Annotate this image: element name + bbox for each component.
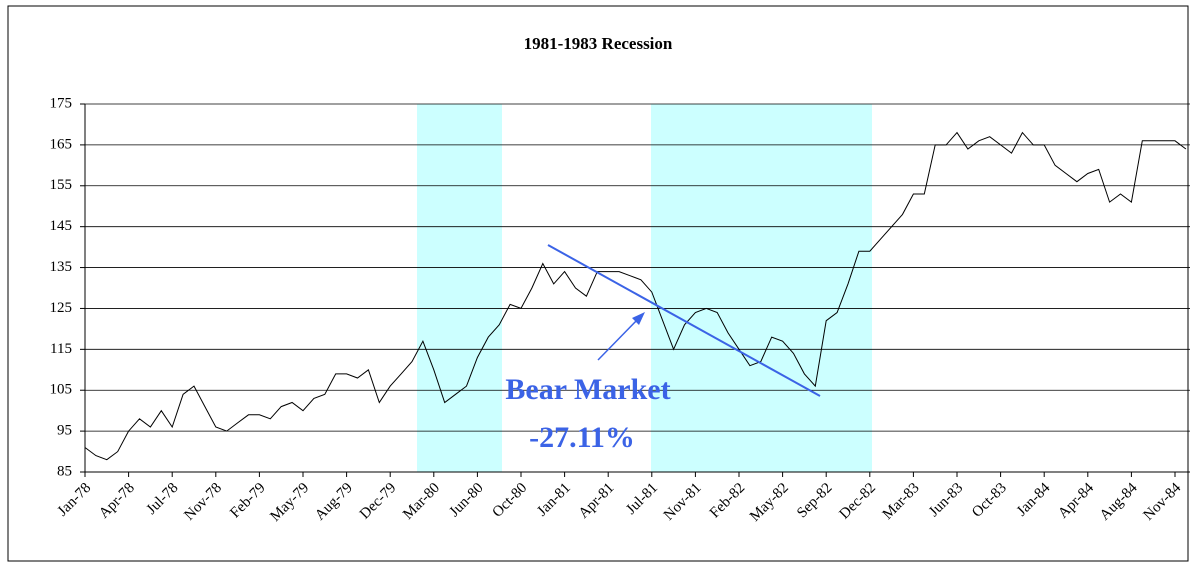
y-tick-label: 95 (57, 423, 72, 439)
recession-shade (651, 104, 872, 472)
y-tick-label: 145 (50, 218, 73, 234)
y-tick-label: 115 (50, 341, 72, 357)
chart-frame (7, 5, 1189, 562)
annotation: Bear Market (505, 373, 670, 406)
y-tick-label: 85 (57, 463, 72, 479)
y-tick-label: 105 (50, 382, 73, 398)
recession-shade (417, 104, 502, 472)
annotation-arrow (597, 316, 641, 361)
y-tick-label: 125 (50, 300, 73, 316)
line-series (84, 131, 1187, 461)
y-tick-label: 135 (50, 259, 73, 275)
arrow-head (632, 312, 645, 325)
y-tick-label: 155 (50, 177, 73, 193)
y-tick-label: 175 (50, 95, 73, 111)
chart-title: 1981-1983 Recession (524, 34, 673, 53)
trend-line (547, 244, 821, 397)
y-tick-label: 165 (50, 136, 73, 152)
plot (84, 131, 1187, 461)
annotation: -27.11% (529, 421, 635, 454)
